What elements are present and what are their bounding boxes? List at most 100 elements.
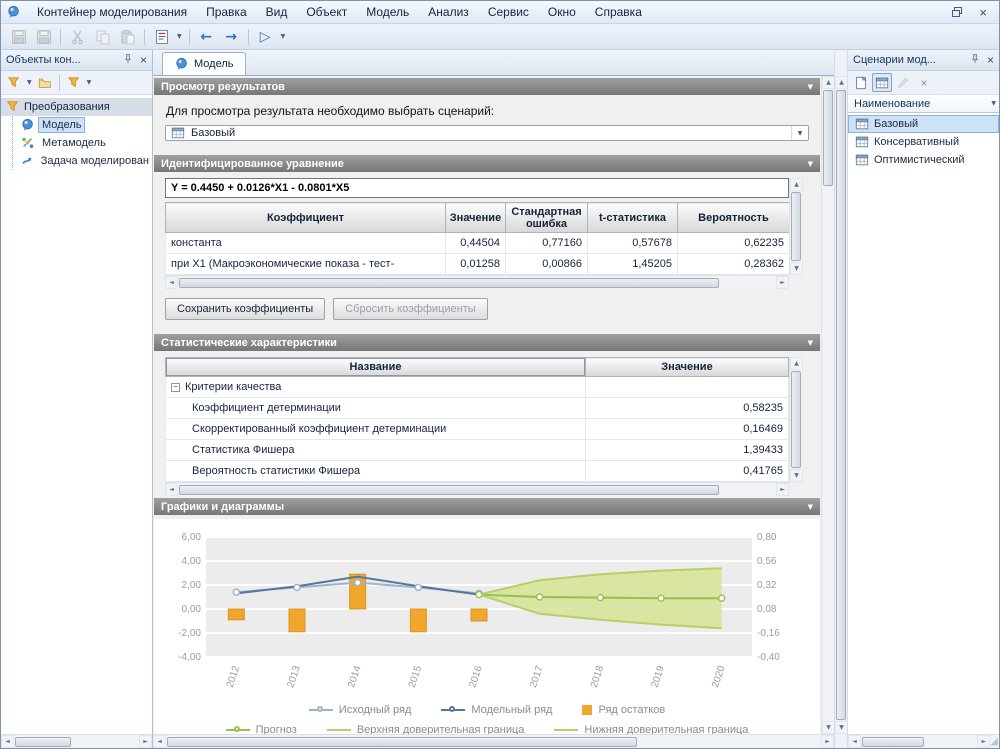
pin-icon[interactable] (122, 53, 134, 68)
main-horizontal-scrollbar[interactable]: ◄ ► (153, 734, 834, 748)
scroll-down-icon[interactable]: ▼ (790, 262, 803, 275)
legend-item[interactable]: Верхняя доверительная граница (326, 724, 524, 734)
scroll-right-icon[interactable]: ► (139, 735, 152, 748)
objects-horizontal-scrollbar[interactable]: ◄ ► (1, 734, 152, 748)
section-charts-header[interactable]: Графики и диаграммы ▼ (154, 498, 820, 515)
scroll-left-icon[interactable]: ◄ (1, 735, 14, 748)
pin-icon[interactable] (969, 53, 981, 68)
table-row[interactable]: Статистика Фишера 1,39433 (165, 439, 789, 461)
column-header[interactable]: Коэффициент (165, 202, 446, 233)
scroll-thumb[interactable] (862, 736, 924, 747)
filter-view-icon[interactable] (64, 73, 84, 92)
chevron-down-icon[interactable]: ▼ (27, 79, 32, 86)
folder-icon[interactable] (35, 73, 55, 92)
scenario-item-basic[interactable]: Базовый (848, 115, 999, 133)
scroll-up-icon[interactable]: ▲ (790, 178, 803, 191)
panel-vertical-scrollbar[interactable]: ▲ ▼ (834, 50, 848, 748)
save-coefficients-button[interactable]: Сохранить коэффициенты (165, 298, 326, 320)
forward-icon[interactable]: → (225, 28, 237, 45)
legend-item[interactable]: Ряд остатков (582, 704, 665, 716)
table-row[interactable]: Коэффициент детерминации 0,58235 (165, 397, 789, 419)
collapse-icon[interactable]: ▼ (807, 82, 813, 91)
table-horizontal-scrollbar[interactable]: ◄ ► (165, 482, 789, 496)
cut-icon[interactable] (66, 26, 89, 47)
scroll-right-icon[interactable]: ► (977, 735, 991, 748)
collapse-box-icon[interactable]: − (171, 382, 180, 392)
scroll-left-icon[interactable]: ◄ (165, 276, 178, 289)
delete-icon[interactable]: × (920, 75, 928, 90)
chevron-down-icon[interactable]: ▼ (991, 100, 996, 107)
chevron-down-icon[interactable]: ▼ (280, 33, 286, 40)
menu-service[interactable]: Сервис (487, 5, 529, 19)
scroll-thumb[interactable] (15, 736, 71, 747)
menu-window[interactable]: Окно (547, 5, 576, 19)
edit-icon[interactable] (893, 73, 913, 92)
scenario-table-icon[interactable] (872, 73, 892, 92)
paste-icon[interactable] (116, 26, 139, 47)
scroll-thumb[interactable] (836, 90, 846, 720)
main-vertical-scrollbar[interactable]: ▲ ▼ (821, 76, 835, 734)
table-vertical-scrollbar[interactable]: ▲ ▼ (789, 357, 803, 482)
table-row[interactable]: при X1 (Макроэкономические показа - тест… (165, 253, 790, 275)
tab-model[interactable]: Модель (162, 52, 247, 75)
scroll-right-icon[interactable]: ► (821, 735, 834, 748)
reset-coefficients-button[interactable]: Сбросить коэффициенты (333, 298, 488, 320)
table-horizontal-scrollbar[interactable]: ◄ ► (165, 275, 789, 289)
menu-object[interactable]: Объект (306, 5, 348, 19)
save-all-icon[interactable] (32, 26, 55, 47)
close-icon[interactable]: × (986, 53, 994, 67)
scroll-left-icon[interactable]: ◄ (165, 483, 178, 496)
scenario-select[interactable]: Базовый ▼ (165, 125, 809, 141)
collapse-icon[interactable]: ▼ (807, 502, 813, 511)
scenario-item-conservative[interactable]: Консервативный (848, 133, 999, 151)
scroll-thumb[interactable] (823, 90, 833, 186)
close-icon[interactable]: × (139, 53, 147, 67)
menu-view[interactable]: Вид (265, 5, 288, 19)
chevron-down-icon[interactable]: ▼ (86, 79, 92, 86)
back-icon[interactable]: ← (200, 28, 212, 45)
scroll-left-icon[interactable]: ◄ (153, 735, 166, 748)
scroll-left-icon[interactable]: ◄ (848, 735, 861, 748)
table-row[interactable]: константа 0,44504 0,77160 0,57678 0,6223… (165, 232, 790, 254)
table-group-row[interactable]: − Критерии качества (165, 376, 789, 398)
save-icon[interactable] (7, 26, 30, 47)
table-row[interactable]: Вероятность статистики Фишера 0,41765 (165, 460, 789, 482)
column-header[interactable]: Название (165, 357, 586, 377)
column-header[interactable]: t-статистика (587, 202, 678, 233)
run-icon[interactable]: ▷ (259, 28, 271, 45)
menu-model[interactable]: Модель (366, 5, 410, 19)
new-scenario-icon[interactable] (851, 73, 871, 92)
scroll-thumb[interactable] (179, 277, 719, 288)
scroll-right-icon[interactable]: ► (776, 483, 789, 496)
scenario-item-optimistic[interactable]: Оптимистический (848, 151, 999, 169)
column-header[interactable]: Стандартная ошибка (505, 202, 588, 233)
tree-item-modeling-task[interactable]: Задача моделирован (13, 152, 152, 170)
scroll-thumb[interactable] (791, 371, 801, 468)
section-stats-header[interactable]: Статистические характеристики ▼ (154, 334, 820, 351)
legend-item[interactable]: Модельный ряд (441, 704, 552, 716)
scroll-up-icon[interactable]: ▲ (790, 357, 803, 370)
collapse-icon[interactable]: ▼ (807, 159, 813, 168)
menu-analysis[interactable]: Анализ (428, 5, 469, 19)
resize-grip-icon[interactable]: ◢ (990, 736, 998, 747)
menu-help[interactable]: Справка (594, 5, 642, 19)
legend-item[interactable]: Исходный ряд (308, 704, 411, 716)
tree-item-transformations[interactable]: Преобразования (1, 98, 152, 116)
properties-note-icon[interactable] (150, 26, 173, 47)
scroll-thumb[interactable] (179, 484, 719, 495)
scroll-thumb[interactable] (791, 192, 801, 261)
copy-icon[interactable] (91, 26, 114, 47)
tree-item-metamodel[interactable]: Метамодель (13, 134, 152, 152)
tree-item-model[interactable]: Модель (13, 116, 152, 134)
chevron-down-icon[interactable]: ▼ (791, 126, 808, 140)
scroll-down-icon[interactable]: ▼ (790, 469, 803, 482)
scenarios-horizontal-scrollbar[interactable]: ◄ ► ◢ (848, 734, 999, 748)
scroll-right-icon[interactable]: ► (776, 276, 789, 289)
legend-item[interactable]: Прогноз (225, 724, 297, 734)
menu-container[interactable]: Контейнер моделирования (37, 5, 188, 19)
menu-edit[interactable]: Правка (206, 5, 247, 19)
section-equation-header[interactable]: Идентифицированное уравнение ▼ (154, 155, 820, 172)
table-row[interactable]: Скорректированный коэффициент детерминац… (165, 418, 789, 440)
restore-window-button[interactable] (951, 6, 963, 18)
filter-icon[interactable] (4, 73, 24, 92)
